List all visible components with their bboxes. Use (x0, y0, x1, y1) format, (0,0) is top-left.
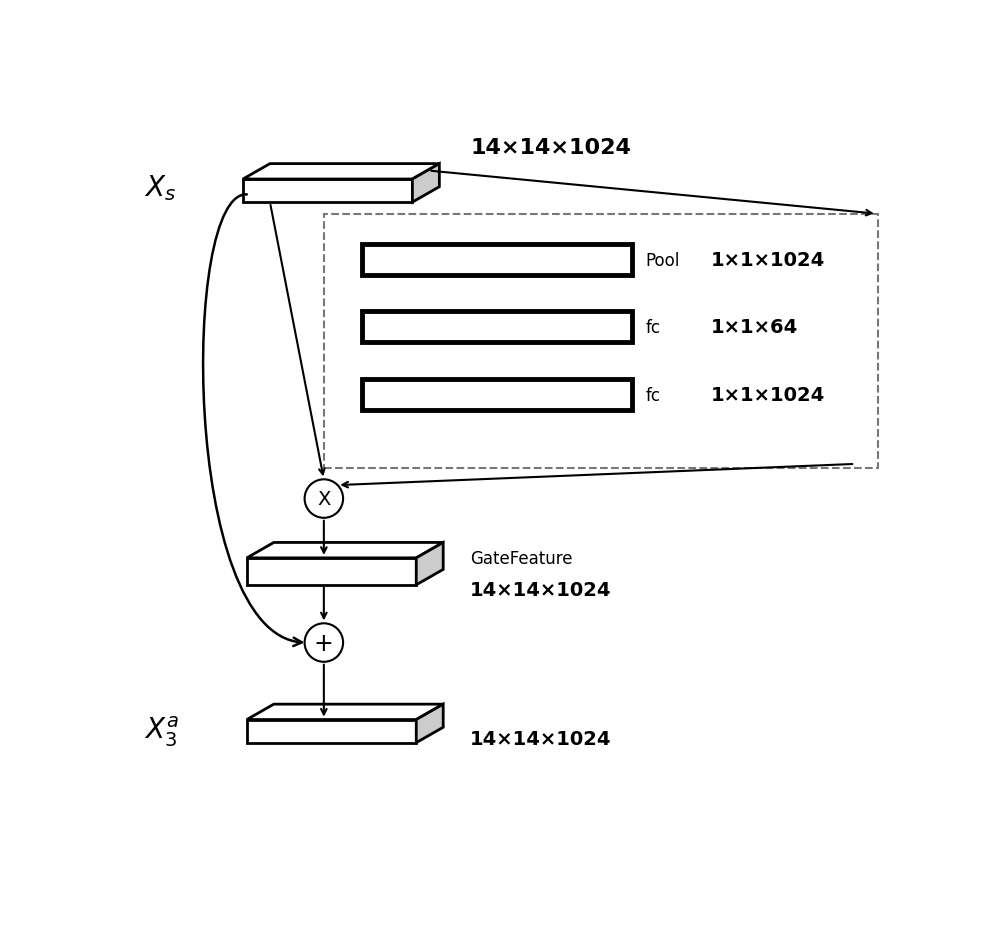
FancyArrowPatch shape (203, 195, 302, 646)
Text: $\mathit{X}_3^a$: $\mathit{X}_3^a$ (144, 715, 179, 749)
Text: GateFeature: GateFeature (470, 549, 573, 568)
Polygon shape (416, 543, 443, 586)
Text: 14×14×1024: 14×14×1024 (471, 137, 631, 158)
Text: 14×14×1024: 14×14×1024 (470, 580, 612, 599)
Bar (362, 312, 632, 342)
Text: 1×1×1024: 1×1×1024 (711, 386, 825, 405)
Bar (324, 214, 878, 469)
Bar (362, 380, 632, 410)
Polygon shape (247, 543, 443, 559)
Polygon shape (243, 180, 412, 203)
Polygon shape (247, 720, 416, 742)
Text: 1×1×1024: 1×1×1024 (711, 251, 825, 270)
Text: Pool: Pool (646, 251, 680, 269)
Bar (362, 245, 632, 276)
Polygon shape (247, 704, 443, 720)
Polygon shape (416, 704, 443, 742)
Polygon shape (412, 164, 439, 203)
Polygon shape (243, 164, 439, 180)
Text: +: + (314, 631, 334, 655)
Polygon shape (247, 559, 416, 586)
Text: 1×1×64: 1×1×64 (711, 318, 798, 337)
Text: fc: fc (646, 386, 661, 405)
Text: $\mathit{X}_s$: $\mathit{X}_s$ (144, 173, 176, 202)
Text: fc: fc (646, 318, 661, 337)
Text: X: X (317, 490, 331, 509)
Text: 14×14×1024: 14×14×1024 (470, 729, 612, 749)
